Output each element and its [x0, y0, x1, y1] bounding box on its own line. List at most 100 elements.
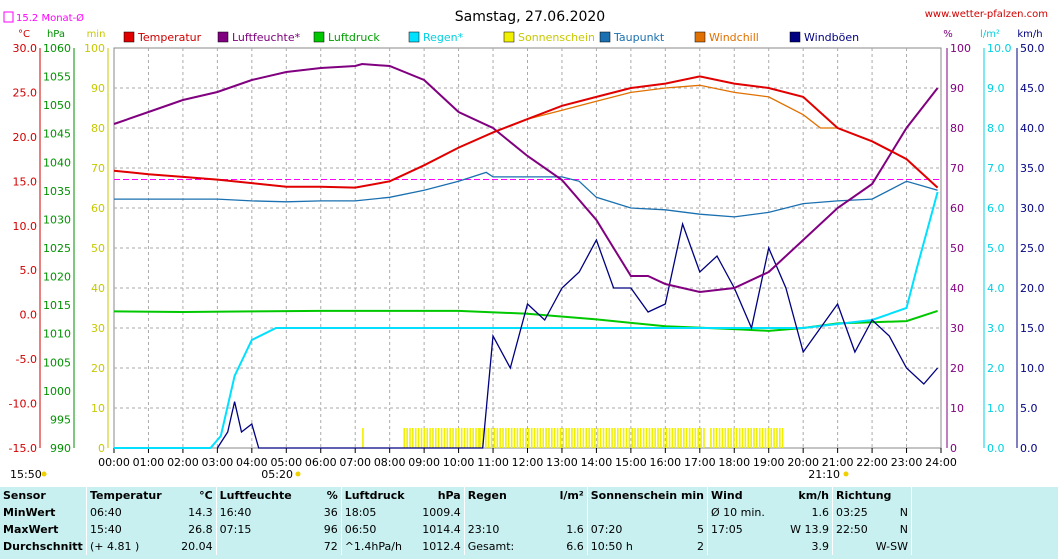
sunshine-bar [499, 428, 501, 448]
y-tick-label: 3.0 [987, 322, 1005, 335]
sunshine-bar [510, 428, 513, 448]
chart-axes: 00:00 01:00 02:00 03:00 04:00 05:00 06:00 07:00… [9, 29, 1045, 481]
y-tick-label: 100 [84, 42, 105, 55]
stats-row-min: MinWert 06:40 14.3 16:40 36 18:05 1009.4… [0, 504, 1058, 521]
sun-icon [295, 471, 301, 477]
sunshine-bar [449, 428, 451, 448]
sunshine-bar [700, 428, 702, 448]
stats-header-sunshine: Sonnenschein min [586, 487, 708, 504]
sunshine-bar [579, 428, 582, 448]
series-line [113, 75, 939, 189]
legend-swatch [789, 31, 801, 43]
sunshine-bar [683, 428, 685, 448]
legend-label: Windchill [709, 31, 759, 44]
sunshine-bar [764, 428, 767, 448]
legend-swatch [503, 31, 515, 43]
sunshine-bar [602, 428, 605, 448]
stats-header-direction: Richtung [832, 487, 912, 504]
stats-cell [707, 538, 781, 555]
legend-label: Temperatur [137, 31, 202, 44]
sunshine-bar [596, 428, 599, 448]
legend-swatch [408, 31, 420, 43]
y-tick-label: 25.0 [13, 86, 38, 99]
sunshine-bar [475, 428, 477, 448]
x-tick-label: 23:00 [891, 456, 923, 469]
y-tick-label: 0.0 [987, 442, 1005, 455]
stats-header-sensor: Sensor [3, 489, 46, 502]
sunshine-bar [642, 428, 645, 448]
y-tick-label: 0 [950, 442, 957, 455]
sunshine-bar [671, 428, 674, 448]
unit-label: % [943, 29, 953, 40]
sunshine-bar [525, 428, 527, 448]
sunshine-bar [677, 428, 679, 448]
sunshine-bar [507, 428, 510, 448]
sun-time-label: 15:50 [10, 468, 42, 481]
website-label[interactable]: www.wetter-pfalzen.com [925, 9, 1048, 20]
sunshine-bar [551, 428, 553, 448]
sunshine-bar [562, 428, 565, 448]
y-tick-label: 1040 [43, 156, 71, 169]
sun-time-label: 05:20 [261, 468, 293, 481]
stats-header-wind: Wind [707, 487, 781, 504]
y-tick-label: 20.0 [1020, 282, 1045, 295]
stats-table: Sensor Temperatur °C Luftfeuchte % Luftd… [0, 487, 1058, 559]
y-tick-label: 40.0 [1020, 122, 1045, 135]
y-tick-label: 1030 [43, 213, 71, 226]
sunshine-bar [490, 428, 493, 448]
stats-cell: 07:15 [215, 521, 295, 538]
stats-cell: 20.04 [181, 540, 213, 553]
sunshine-bar [761, 428, 764, 448]
sunshine-bar [738, 428, 741, 448]
stats-header-rain: Regen [463, 487, 541, 504]
y-tick-label: 70 [91, 162, 105, 175]
sunshine-bar [435, 428, 437, 448]
sunshine-bar [651, 428, 654, 448]
sunshine-bar [505, 428, 507, 448]
sunshine-bar [688, 428, 691, 448]
y-tick-label: 90 [91, 82, 105, 95]
sunshine-bar [412, 428, 414, 448]
sunshine-bar [478, 428, 480, 448]
y-tick-label: 6.0 [987, 202, 1005, 215]
stats-cell [215, 538, 295, 555]
sunshine-bar [594, 428, 596, 448]
x-tick-label: 00:00 [98, 456, 130, 469]
sunshine-bar [548, 428, 550, 448]
y-tick-label: 990 [50, 442, 71, 455]
sunshine-bar [409, 428, 411, 448]
y-tick-label: 35.0 [1020, 162, 1045, 175]
y-tick-label: 15.0 [1020, 322, 1045, 335]
sunshine-bar [466, 428, 469, 448]
legend-label: Luftdruck [328, 31, 380, 44]
y-tick-label: 10 [950, 402, 964, 415]
sunshine-bar [556, 428, 559, 448]
sunshine-bar [519, 428, 522, 448]
sunshine-bar [727, 428, 729, 448]
sunshine-bar [530, 428, 533, 448]
y-tick-label: 40 [91, 282, 105, 295]
sunshine-bar [605, 428, 608, 448]
stats-cell: 1.6 [566, 523, 584, 536]
stats-header-temp-unit: °C [199, 489, 213, 502]
sunshine-bar [776, 428, 778, 448]
sunshine-bar [502, 428, 504, 448]
stats-cell: 2 [697, 540, 705, 553]
sunshine-bar [622, 428, 625, 448]
y-tick-label: 4.0 [987, 282, 1005, 295]
y-tick-label: 1015 [43, 299, 71, 312]
stats-cell: 07:20 [586, 521, 682, 538]
y-tick-label: 1000 [43, 385, 71, 398]
stats-cell: 5 [697, 523, 705, 536]
sunshine-bar [685, 428, 688, 448]
sunshine-bar [426, 428, 429, 448]
stats-cell: (+ 4.81 ) [85, 538, 165, 555]
sunshine-bar [753, 428, 755, 448]
stats-row-label: MaxWert [3, 523, 59, 536]
x-tick-label: 03:00 [202, 456, 234, 469]
sunshine-bar [487, 428, 490, 448]
x-tick-label: 02:00 [167, 456, 199, 469]
stats-header-pressure-unit: hPa [437, 489, 461, 502]
sunshine-bar [493, 428, 496, 448]
sunshine-bar [639, 428, 642, 448]
